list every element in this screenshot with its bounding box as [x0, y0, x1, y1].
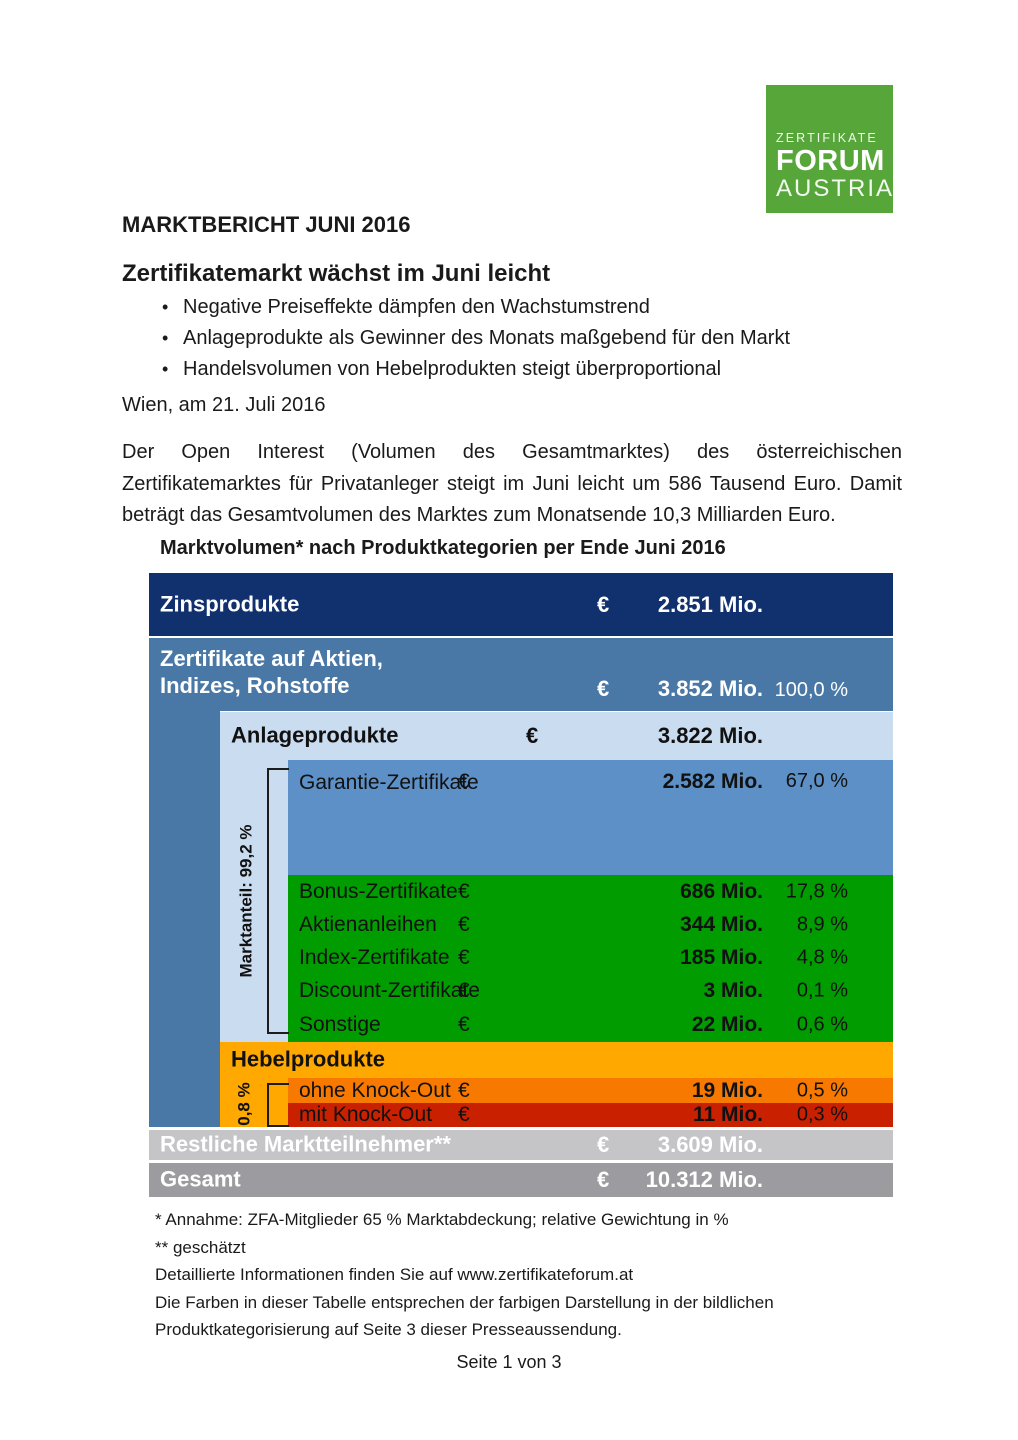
row-label: Garantie-Zertifikate	[299, 771, 479, 794]
market-volume-table: Zinsprodukte €2.851 Mio. Zertifikate auf A…	[149, 573, 893, 1197]
steel-column-band	[149, 638, 220, 1127]
table-row-mit-knockout: mit Knock-Out €11 Mio. 0,3 %	[288, 1103, 893, 1127]
percent-value: 0,5 %	[796, 1079, 848, 1101]
row-label: Zertifikate auf Aktien, Indizes, Rohstoff…	[160, 646, 383, 698]
row-label: ohne Knock-Out	[299, 1078, 451, 1102]
table-row-ohne-knockout: ohne Knock-Out €19 Mio. 0,5 %	[288, 1078, 893, 1103]
row-label: mit Knock-Out	[299, 1103, 433, 1127]
euro-sign: €	[458, 978, 470, 1002]
percent-value: 0,3 %	[796, 1103, 848, 1126]
footnote-line: ** geschätzt	[155, 1237, 246, 1257]
table-row-discount-zertifikate: Discount-Zertifikate €3 Mio. 0,1 %	[288, 974, 893, 1007]
euro-sign: €	[526, 723, 539, 748]
euro-sign: €	[458, 1078, 470, 1102]
footnote-line: Produktkategorisierung auf Seite 3 diese…	[155, 1320, 622, 1339]
row-label: Anlageprodukte	[231, 722, 399, 748]
bullet-item: Handelsvolumen von Hebelprodukten steigt…	[160, 354, 790, 385]
percent-value: 100,0 %	[774, 679, 848, 701]
amount-value: 185 Mio.	[680, 945, 763, 969]
amount-value: 19 Mio.	[691, 1078, 763, 1102]
amount-value: 2.851 Mio.	[657, 591, 763, 617]
euro-sign: €	[597, 1132, 610, 1157]
zertifikate-forum-austria-logo: ZERTIFIKATE FORUM AUSTRIA	[766, 85, 893, 213]
euro-sign: €	[458, 1103, 470, 1126]
amount-value: 3.852 Mio.	[657, 676, 763, 701]
percent-value: 0,1 %	[796, 979, 848, 1001]
row-label: Sonstige	[299, 1012, 381, 1036]
footnote-line: Detaillierte Informationen finden Sie au…	[155, 1265, 634, 1284]
table-row-index-zertifikate: Index-Zertifikate €185 Mio. 4,8 %	[288, 941, 893, 974]
amount-value: 3.822 Mio.	[657, 723, 763, 748]
footnote-line: Die Farben in dieser Tabelle entsprechen…	[155, 1292, 774, 1312]
row-label: Restliche Marktteilnehmer**	[160, 1131, 451, 1157]
amount-value: 344 Mio.	[680, 912, 763, 936]
document-heading: Zertifikatemarkt wächst im Juni leicht	[122, 260, 551, 287]
row-label: Index-Zertifikate	[299, 945, 450, 969]
amount-value: 3 Mio.	[703, 978, 763, 1002]
table-row-zertifikate-aktien: Zertifikate auf Aktien, Indizes, Rohstoff…	[149, 638, 893, 711]
percent-value: 8,9 %	[796, 913, 848, 935]
euro-sign: €	[597, 676, 610, 701]
row-label: Zinsprodukte	[160, 591, 300, 617]
euro-sign: €	[458, 879, 470, 903]
footnote-line: * Annahme: ZFA-Mitglieder 65 % Marktabde…	[155, 1210, 729, 1229]
table-row-restliche: Restliche Marktteilnehmer** €3.609 Mio.	[149, 1130, 893, 1160]
bullet-list: Negative Preiseffekte dämpfen den Wachst…	[160, 292, 790, 385]
table-row-anlageprodukte: Anlageprodukte €3.822 Mio.	[220, 712, 893, 760]
euro-sign: €	[458, 770, 470, 793]
amount-value: 10.312 Mio.	[645, 1167, 763, 1192]
dateline: Wien, am 21. Juli 2016	[122, 394, 326, 416]
table-row-gesamt: Gesamt €10.312 Mio.	[149, 1163, 893, 1197]
lightblue-column-band	[220, 712, 288, 1042]
document-title: MARKTBERICHT JUNI 2016	[122, 212, 411, 237]
row-label: Bonus-Zertifikate	[299, 879, 458, 903]
table-row-zinsprodukte: Zinsprodukte €2.851 Mio.	[149, 573, 893, 636]
logo-line-forum: FORUM	[776, 145, 885, 178]
row-label-line2: Indizes, Rohstoffe	[160, 672, 350, 698]
amount-value: 3.609 Mio.	[657, 1132, 763, 1157]
euro-sign: €	[458, 945, 470, 969]
row-label: Discount-Zertifikate	[299, 978, 480, 1002]
table-row-bonus: Bonus-Zertifikate €686 Mio. 17,8 %	[288, 875, 893, 908]
euro-sign: €	[597, 591, 610, 617]
percent-value: 4,8 %	[796, 946, 848, 968]
logo-line-austria: AUSTRIA	[776, 175, 895, 203]
table-row-sonstige: Sonstige €22 Mio. 0,6 %	[288, 1007, 893, 1042]
percent-value: 67,0 %	[785, 770, 848, 792]
amount-value: 11 Mio.	[692, 1103, 763, 1126]
hebel-share-bracket	[267, 1083, 289, 1127]
percent-value: 17,8 %	[785, 880, 848, 902]
row-label: Hebelprodukte	[231, 1046, 386, 1072]
amount-value: 22 Mio.	[691, 1012, 763, 1036]
table-row-aktienanleihen: Aktienanleihen €344 Mio. 8,9 %	[288, 908, 893, 941]
amount-value: 2.582 Mio.	[662, 770, 763, 793]
row-label: Gesamt	[160, 1166, 241, 1192]
footnotes: * Annahme: ZFA-Mitglieder 65 % Marktabde…	[155, 1206, 774, 1344]
euro-sign: €	[597, 1167, 610, 1192]
bullet-item: Negative Preiseffekte dämpfen den Wachst…	[160, 292, 790, 323]
table-row-garantie: Garantie-Zertifikate €2.582 Mio. 67,0 %	[288, 760, 893, 875]
marktanteil-vertical-label: Marktanteil: 99,2 %	[237, 823, 256, 978]
logo-line-zertifikate: ZERTIFIKATE	[776, 131, 878, 146]
bullet-item: Anlageprodukte als Gewinner des Monats m…	[160, 323, 790, 354]
row-label: Aktienanleihen	[299, 912, 437, 936]
percent-value: 0,6 %	[796, 1013, 848, 1035]
table-title: Marktvolumen* nach Produktkategorien per…	[160, 537, 726, 559]
amount-value: 686 Mio.	[680, 879, 763, 903]
marktanteil-bracket	[267, 768, 289, 1034]
table-row-hebelprodukte: Hebelprodukte	[220, 1042, 893, 1078]
euro-sign: €	[458, 1012, 470, 1036]
hebel-share-vertical-label: 0,8 %	[234, 1082, 254, 1126]
euro-sign: €	[458, 912, 470, 936]
page-number: Seite 1 von 3	[456, 1352, 562, 1372]
lead-paragraph: Der Open Interest (Volumen des Gesamtmar…	[122, 441, 902, 526]
